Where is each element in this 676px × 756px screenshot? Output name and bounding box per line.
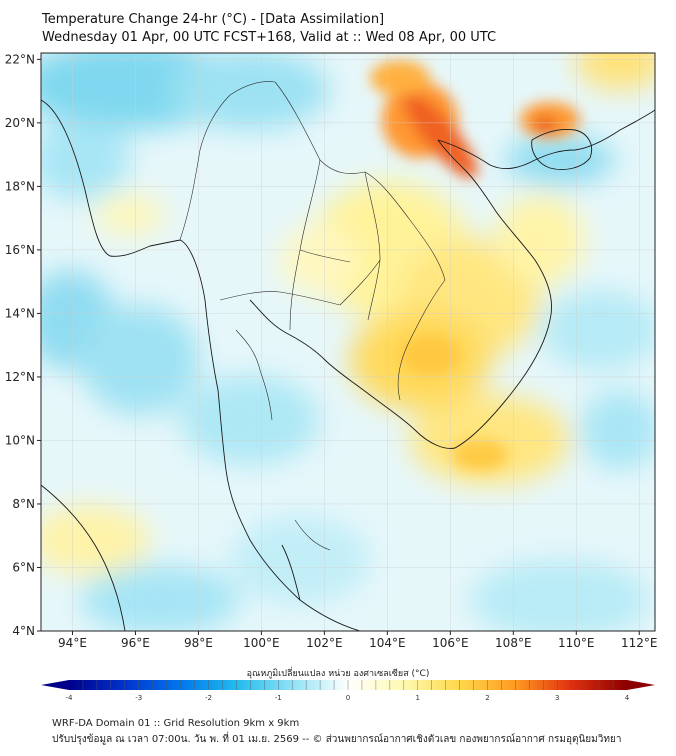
footer-model-info: WRF-DA Domain 01 :: Grid Resolution 9km … [52, 718, 300, 729]
chart-title: Temperature Change 24-hr (°C) - [Data As… [42, 12, 385, 27]
colorbar-min-arrow [41, 680, 69, 690]
lat-tick-label: 12°N [5, 370, 35, 384]
lat-tick-label: 18°N [5, 179, 35, 193]
lon-tick-label: 94°E [58, 636, 87, 650]
latitude-ticks: 22°N 20°N 18°N 16°N 14°N 12°N 10°N 8°N 6°N 4°N [5, 52, 41, 638]
colorbar-ticks: -4 -3 -2 -1 0 1 2 3 4 [66, 694, 630, 702]
lat-tick-label: 14°N [5, 306, 35, 320]
colorbar-tick-label: -1 [275, 694, 282, 702]
colorbar-tick-label: -2 [205, 694, 212, 702]
colorbar-tick-label: 4 [625, 694, 630, 702]
colorbar-gradient [69, 680, 627, 690]
colorbar-tick-label: 3 [555, 694, 559, 702]
lat-tick-label: 22°N [5, 52, 35, 66]
temperature-change-map: 94°E 96°E 98°E 100°E 102°E 104°E 106°E 108°E 110… [5, 52, 658, 650]
lon-tick-label: 106°E [432, 636, 469, 650]
lat-tick-label: 10°N [5, 433, 35, 447]
colorbar-tick-label: 2 [485, 694, 489, 702]
lat-tick-label: 6°N [12, 560, 35, 574]
colorbar-tick-label: -4 [66, 694, 74, 702]
lon-tick-label: 112°E [621, 636, 658, 650]
lon-tick-label: 110°E [558, 636, 595, 650]
country-borders [179, 81, 446, 551]
chart-subtitle: Wednesday 01 Apr, 00 UTC FCST+168, Valid… [42, 30, 497, 45]
longitude-ticks: 94°E 96°E 98°E 100°E 102°E 104°E 106°E 108°E 110… [58, 631, 658, 650]
colorbar-max-arrow [627, 680, 655, 690]
colorbar-label: อุณหภูมิเปลี่ยนแปลง หน่วย องศาเซลเซียส (… [246, 669, 430, 679]
lat-tick-label: 16°N [5, 243, 35, 257]
colorbar-tick-label: -3 [135, 694, 142, 702]
footer-credit: ปรับปรุงข้อมูล ณ เวลา 07:00น. วัน พ. ที่… [52, 734, 622, 745]
lat-tick-label: 8°N [12, 497, 35, 511]
lon-tick-label: 104°E [369, 636, 406, 650]
colorbar-tick-label: 0 [346, 694, 350, 702]
gridlines [41, 53, 655, 631]
lat-tick-label: 4°N [12, 624, 35, 638]
temperature-field [41, 53, 655, 631]
coastline [41, 99, 655, 631]
lon-tick-label: 102°E [306, 636, 343, 650]
lat-tick-label: 20°N [5, 116, 35, 130]
lon-tick-label: 98°E [184, 636, 213, 650]
map-frame [40, 52, 656, 632]
lon-tick-label: 96°E [121, 636, 150, 650]
lon-tick-label: 100°E [243, 636, 280, 650]
colorbar-tick-label: 1 [416, 694, 420, 702]
lon-tick-label: 108°E [495, 636, 532, 650]
